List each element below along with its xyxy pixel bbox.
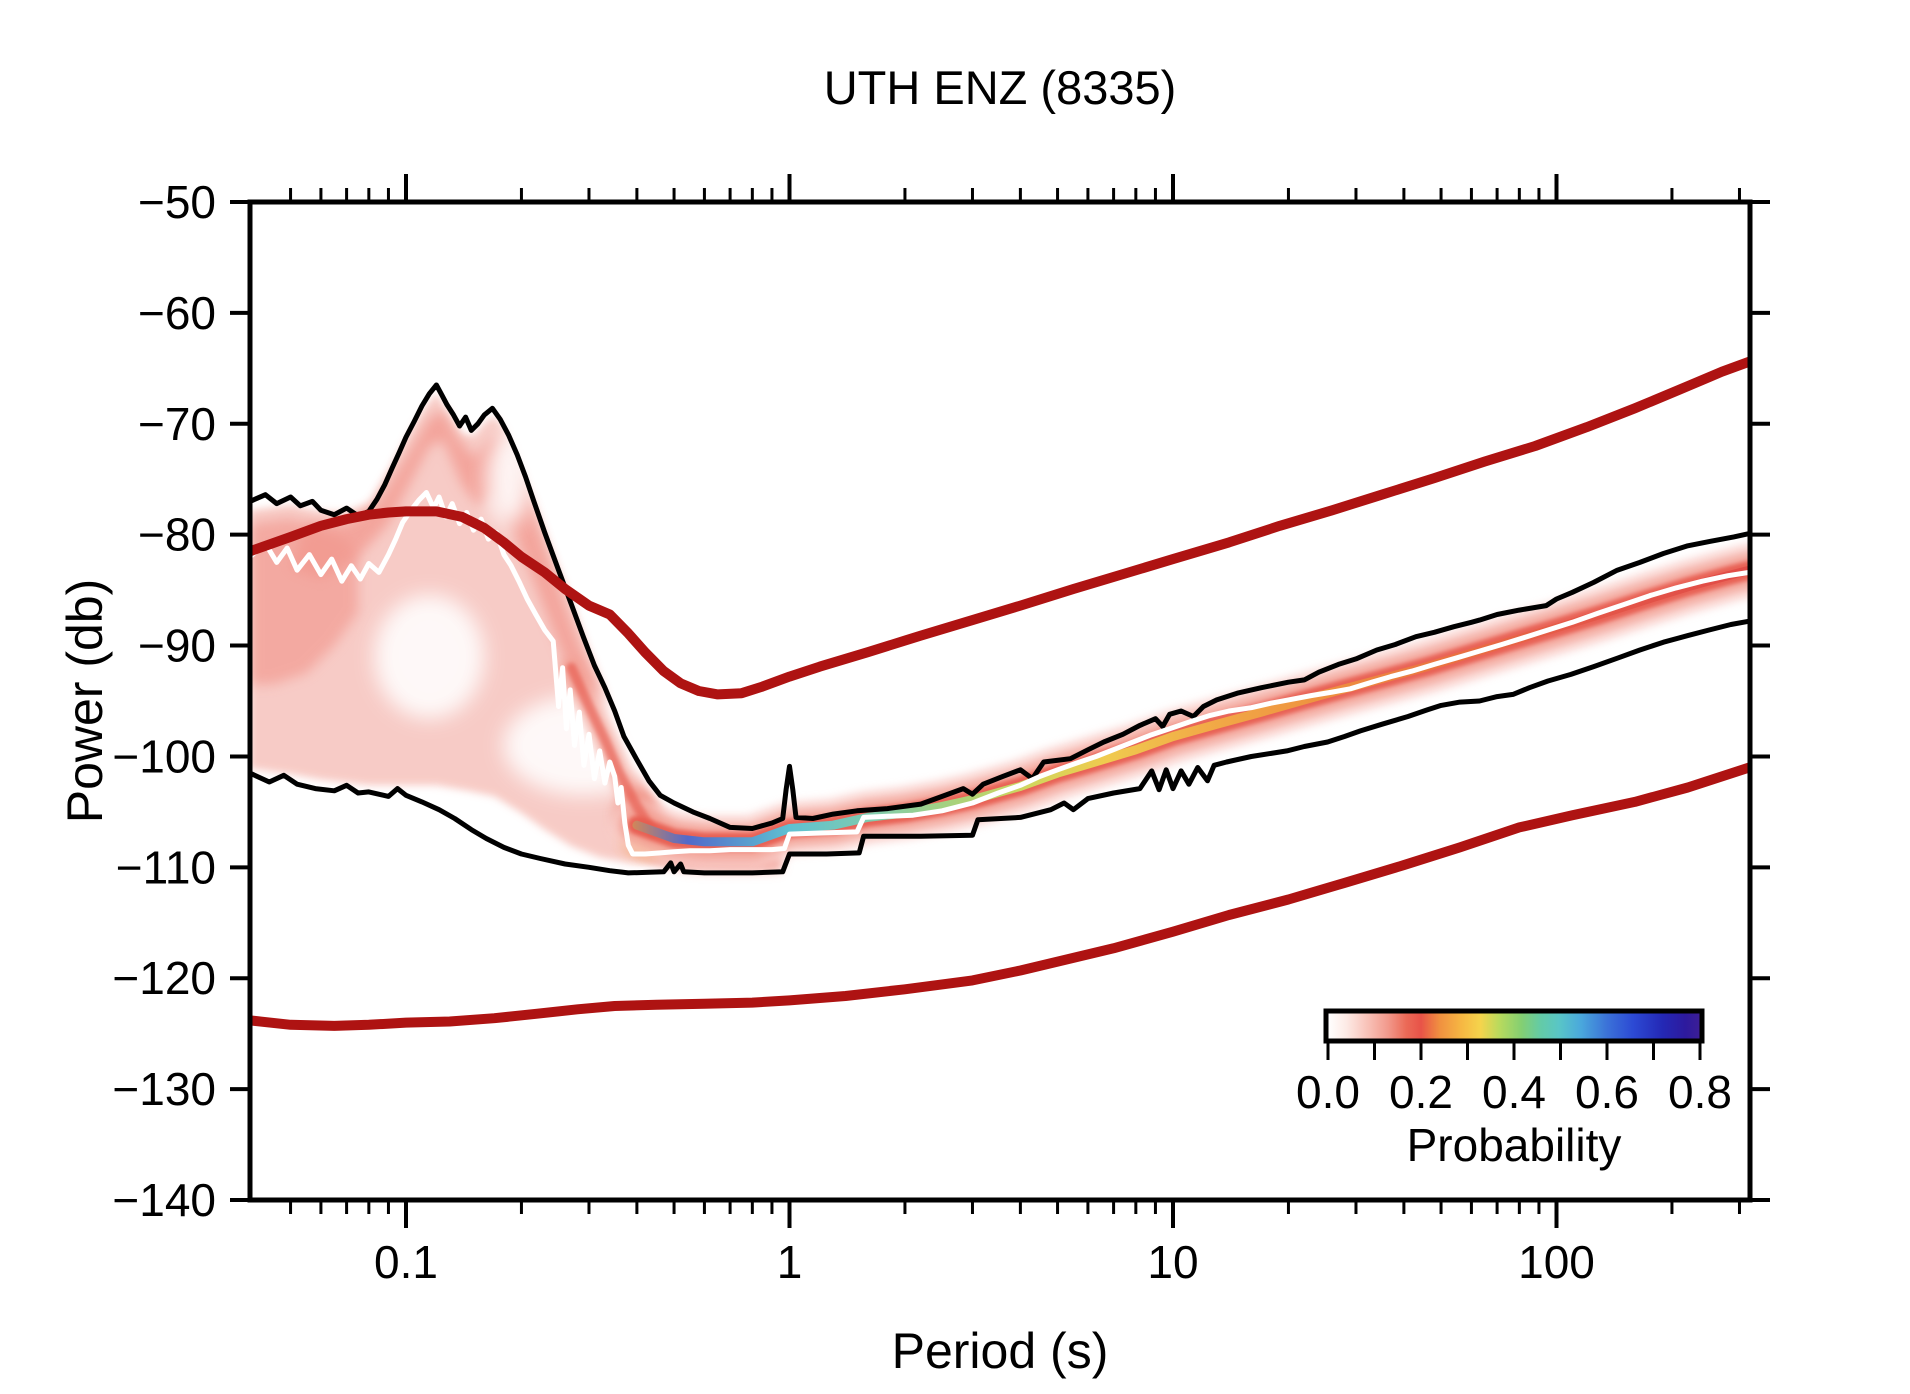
x-tick-label: 1 xyxy=(777,1236,803,1288)
colorbar-tick-label: 0.2 xyxy=(1389,1066,1453,1118)
colorbar-tick-label: 0.8 xyxy=(1668,1066,1732,1118)
y-tick-label: −140 xyxy=(112,1174,216,1226)
x-tick-label: 100 xyxy=(1518,1236,1595,1288)
mode-line xyxy=(250,490,1750,857)
y-tick-label: −70 xyxy=(138,398,216,450)
y-tick-label: −110 xyxy=(116,841,216,893)
colorbar-title: Probability xyxy=(1407,1119,1622,1171)
plot-title: UTH ENZ (8335) xyxy=(824,61,1177,114)
curves-layer xyxy=(250,357,1750,1031)
low-noise-model-line xyxy=(250,762,1750,1031)
colorbar-tick-label: 0.0 xyxy=(1296,1066,1360,1118)
colorbar-tick-label: 0.4 xyxy=(1482,1066,1546,1118)
density-cloud xyxy=(250,392,781,871)
y-tick-label: −80 xyxy=(138,509,216,561)
colorbar-tick-label: 0.6 xyxy=(1575,1066,1639,1118)
x-tick-label: 0.1 xyxy=(374,1236,438,1288)
x-tick-label: 10 xyxy=(1147,1236,1198,1288)
band-descent-red xyxy=(566,662,658,837)
colorbar: 0.0 0.2 0.4 0.6 0.8 Probability xyxy=(1296,1008,1732,1171)
envelope-max-line xyxy=(250,382,1750,831)
y-tick-label: −100 xyxy=(112,730,216,782)
high-noise-model-line xyxy=(250,357,1750,700)
colorbar-ticks: 0.0 0.2 0.4 0.6 0.8 xyxy=(1296,1041,1732,1118)
cloud-white-gap xyxy=(374,594,485,719)
y-tick-label: −130 xyxy=(112,1063,216,1115)
y-tick-label: −50 xyxy=(138,176,216,228)
y-tick-label: −90 xyxy=(138,620,216,672)
y-tick-label: −60 xyxy=(138,287,216,339)
axes-frame: −50 −60 −70 −80 −90 −100 −110 −120 −130 −140 0.1 1 1… xyxy=(112,174,1770,1288)
x-axis-title: Period (s) xyxy=(892,1323,1109,1379)
colorbar-gradient xyxy=(1328,1013,1700,1039)
density-band xyxy=(559,543,1750,869)
y-tick-label: −120 xyxy=(112,952,216,1004)
plot-frame xyxy=(247,199,1753,1203)
y-axis-title: Power (db) xyxy=(57,579,113,824)
envelope-min-line xyxy=(250,618,1750,876)
